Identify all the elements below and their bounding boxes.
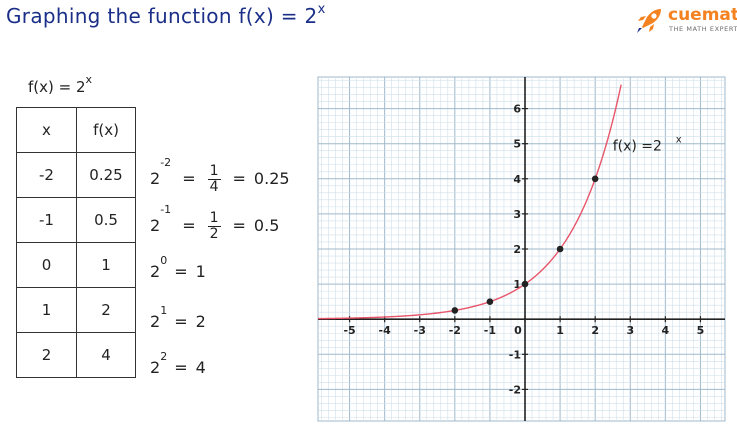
curve-label: f(x) =2 bbox=[613, 139, 662, 155]
x-tick-label: 5 bbox=[697, 324, 705, 337]
y-tick-label: 1 bbox=[513, 278, 521, 291]
value-table: x f(x) -2 0.25 -1 0.5 0 1 1 2 2 4 bbox=[16, 107, 136, 378]
x-tick-label: 2 bbox=[591, 324, 599, 337]
y-tick-label: 4 bbox=[513, 173, 521, 186]
cuemath-logo: cuemath THE MATH EXPERT bbox=[634, 4, 737, 38]
data-point bbox=[486, 298, 494, 305]
curve-label-exponent: x bbox=[676, 135, 682, 146]
x-tick-label: -5 bbox=[343, 324, 355, 337]
header-fx: f(x) bbox=[76, 107, 136, 153]
x-tick-label: 4 bbox=[662, 324, 670, 337]
y-tick-label: 2 bbox=[513, 243, 521, 256]
brand-name: cuemath bbox=[668, 5, 737, 25]
cell-fx: 4 bbox=[76, 332, 136, 378]
cell-x: -1 bbox=[16, 197, 77, 243]
y-tick-label: -2 bbox=[509, 383, 521, 396]
cell-fx: 0.5 bbox=[76, 197, 136, 243]
cell-fx: 1 bbox=[76, 242, 136, 288]
data-point bbox=[451, 307, 459, 314]
table-row: -1 0.5 bbox=[16, 197, 136, 243]
function-equation: f(x) = 2x bbox=[28, 73, 93, 96]
calc-row: 2 0 = 1 bbox=[150, 254, 206, 281]
x-tick-label: -1 bbox=[484, 324, 496, 337]
x-tick-label: 1 bbox=[556, 324, 564, 337]
cell-x: 0 bbox=[16, 242, 77, 288]
calc-row: 2 -2 = 1 4 = 0.25 bbox=[150, 156, 290, 195]
data-point bbox=[591, 175, 599, 183]
function-curve bbox=[317, 84, 622, 320]
y-tick-label: -1 bbox=[509, 348, 521, 361]
page-title: Graphing the function f(x) = 2x bbox=[6, 2, 326, 28]
calc-row: 2 -1 = 1 2 = 0.5 bbox=[150, 203, 280, 242]
rocket-icon bbox=[637, 9, 661, 33]
y-tick-label: 6 bbox=[513, 103, 521, 116]
x-tick-label: 3 bbox=[626, 324, 634, 337]
y-tick-label: 3 bbox=[513, 208, 521, 221]
table-row: 2 4 bbox=[16, 332, 136, 378]
x-tick-label: -3 bbox=[414, 324, 426, 337]
calc-row: 2 2 = 4 bbox=[150, 350, 206, 377]
y-tick-label: 5 bbox=[513, 138, 521, 151]
data-point bbox=[556, 245, 564, 253]
x-tick-label: -2 bbox=[449, 324, 461, 337]
table-row: 1 2 bbox=[16, 287, 136, 333]
cell-x: 2 bbox=[16, 332, 77, 378]
calc-row: 2 1 = 2 bbox=[150, 304, 206, 331]
cell-x: 1 bbox=[16, 287, 77, 333]
data-point bbox=[521, 280, 529, 288]
x-tick-label: 0 bbox=[514, 324, 522, 337]
x-tick-label: -4 bbox=[379, 324, 392, 337]
table-row: 0 1 bbox=[16, 242, 136, 288]
cell-fx: 2 bbox=[76, 287, 136, 333]
brand-tagline: THE MATH EXPERT bbox=[669, 25, 737, 33]
